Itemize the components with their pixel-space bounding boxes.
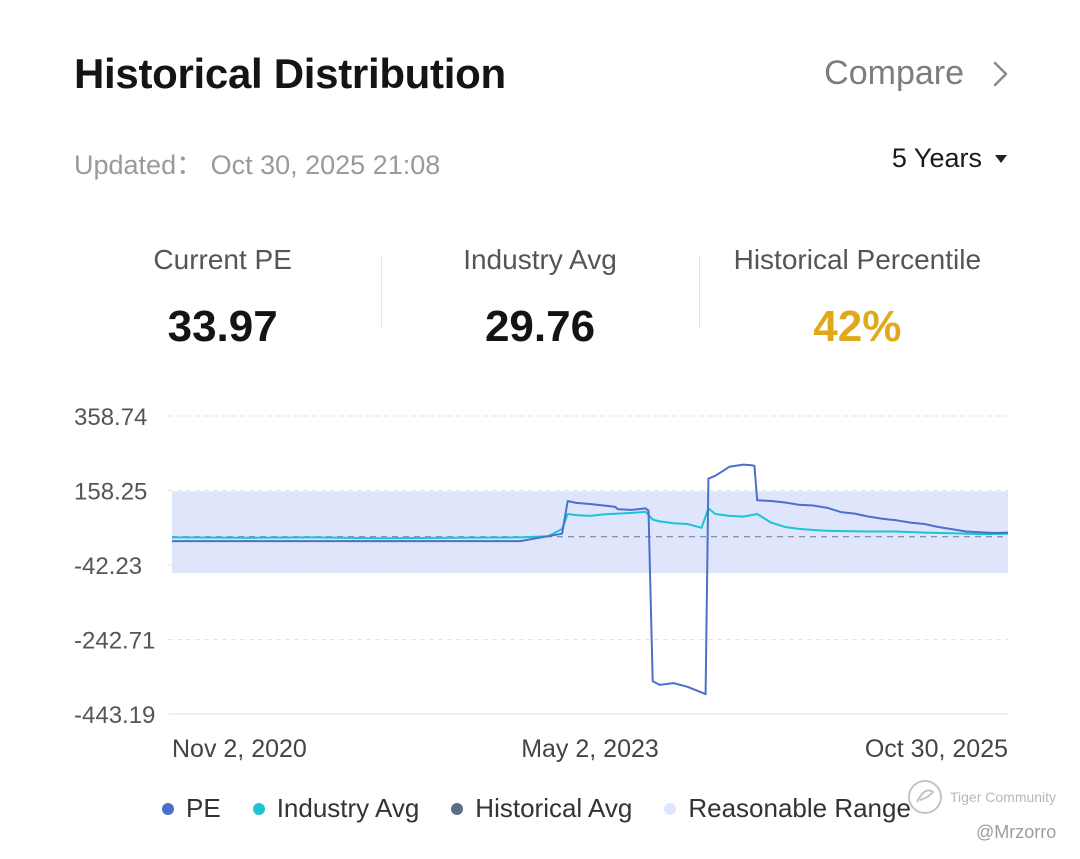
stat-industry-avg: Industry Avg 29.76 bbox=[381, 240, 698, 360]
legend-label: Industry Avg bbox=[276, 793, 420, 823]
chevron-right-icon bbox=[993, 61, 1008, 86]
stat-current-pe: Current PE 33.97 bbox=[64, 240, 381, 360]
stat-value: 33.97 bbox=[167, 302, 278, 351]
watermark: Tiger Community bbox=[906, 778, 1056, 816]
x-tick-label: Oct 30, 2025 bbox=[865, 735, 1008, 763]
caret-down-icon bbox=[995, 154, 1007, 163]
watermark-brand: Tiger Community bbox=[950, 789, 1057, 805]
pe-series-line bbox=[172, 463, 1009, 696]
page-title: Historical Distribution bbox=[74, 50, 506, 97]
legend-label: PE bbox=[186, 793, 221, 823]
legend-item-reasonable-range[interactable]: Reasonable Range bbox=[664, 793, 911, 824]
chart-legend: PE Industry Avg Historical Avg Reasonabl… bbox=[162, 793, 943, 824]
x-tick-label: Nov 2, 2020 bbox=[172, 735, 307, 763]
pe-distribution-chart: 358.74 158.25 -42.23 -242.71 -443.19 Nov 2, 2… bbox=[74, 404, 1009, 763]
watermark-user: @Mrzorro bbox=[976, 822, 1057, 842]
legend-item-industry-avg[interactable]: Industry Avg bbox=[252, 793, 420, 824]
compare-link[interactable]: Compare bbox=[824, 54, 1010, 93]
stat-label: Industry Avg bbox=[463, 244, 617, 275]
legend-label: Reasonable Range bbox=[688, 793, 911, 823]
x-tick-label: May 2, 2023 bbox=[521, 735, 659, 763]
legend-dot bbox=[664, 802, 677, 815]
y-tick-label: -42.23 bbox=[74, 553, 142, 580]
updated-timestamp: Updated： Oct 30, 2025 21:08 bbox=[74, 150, 441, 180]
legend-dot bbox=[451, 802, 464, 815]
stats-row: Current PE 33.97 Industry Avg 29.76 Hist… bbox=[64, 240, 1016, 360]
y-tick-label: 358.74 bbox=[74, 404, 147, 431]
stat-value: 42% bbox=[813, 302, 902, 351]
stat-label: Historical Percentile bbox=[733, 244, 982, 275]
y-tick-label: -443.19 bbox=[74, 702, 155, 729]
stat-label: Current PE bbox=[153, 244, 292, 275]
y-tick-label: -242.71 bbox=[74, 628, 155, 655]
stat-historical-percentile: Historical Percentile 42% bbox=[698, 240, 1016, 360]
legend-label: Historical Avg bbox=[475, 793, 633, 823]
y-tick-label: 158.25 bbox=[74, 479, 147, 506]
legend-item-historical-avg[interactable]: Historical Avg bbox=[451, 793, 632, 824]
legend-item-pe[interactable]: PE bbox=[162, 793, 221, 824]
time-range-dropdown[interactable]: 5 Years bbox=[892, 143, 1008, 174]
time-range-value: 5 Years bbox=[891, 143, 982, 173]
tiger-logo-icon bbox=[908, 780, 942, 814]
legend-dot bbox=[162, 802, 174, 815]
stat-value: 29.76 bbox=[484, 302, 596, 351]
legend-dot bbox=[252, 802, 265, 815]
compare-label: Compare bbox=[824, 54, 964, 92]
